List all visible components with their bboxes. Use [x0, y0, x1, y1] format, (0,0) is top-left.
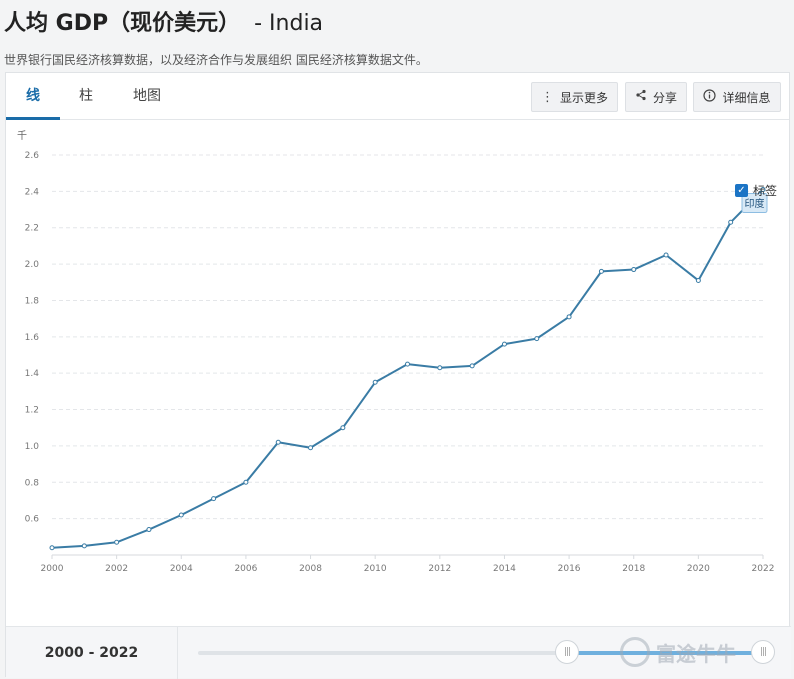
tab-map[interactable]: 地图: [133, 88, 161, 104]
data-point: [598, 268, 604, 274]
watermark: 富途牛牛: [620, 637, 736, 667]
data-point: [534, 336, 540, 342]
page-title: 人均 GDP（现价美元） - India: [4, 5, 323, 37]
data-point: [760, 187, 766, 193]
data-point: [114, 539, 120, 545]
data-point: [437, 365, 443, 371]
data-point: [501, 341, 507, 347]
series-line: [51, 188, 764, 549]
details-label: 详细信息: [722, 90, 771, 105]
tab-bar[interactable]: 柱: [79, 88, 93, 104]
data-point: [275, 439, 281, 445]
range-slider-fill: [567, 651, 755, 655]
y-tick-label: 2.0: [25, 260, 40, 270]
y-tick-label: 1.6: [25, 333, 40, 343]
labels-checkbox[interactable]: ✓: [735, 184, 748, 197]
range-slider-track[interactable]: [198, 651, 766, 655]
y-tick-label: 2.2: [25, 224, 39, 234]
info-icon: [703, 88, 717, 106]
range-label: 2000 - 2022: [6, 627, 178, 679]
chart-card: 线 柱 地图 ⋮ 显示更多 分享 详细信息 ✓ 标签 千 0.6 0.8 1.0 1.2…: [5, 72, 791, 679]
x-tick-label: 2020: [687, 564, 710, 574]
share-button[interactable]: 分享: [625, 82, 687, 112]
x-tick-label: 2008: [299, 564, 322, 574]
data-point: [81, 543, 87, 549]
x-tick-label: 2000: [41, 564, 64, 574]
x-tick-label: 2016: [558, 564, 581, 574]
x-tick-label: 2014: [493, 564, 516, 574]
data-point: [146, 527, 152, 533]
y-tick-label: 1.2: [25, 406, 39, 416]
y-tick-label: 1.8: [25, 296, 40, 306]
data-point: [340, 425, 346, 431]
range-start-handle[interactable]: |||: [555, 640, 579, 664]
data-point: [663, 252, 669, 258]
futu-logo-icon: [620, 637, 650, 667]
data-point: [695, 277, 701, 283]
series-end-label-box: [741, 193, 768, 214]
y-tick-label: 1.0: [25, 442, 40, 452]
x-tick-label: 2012: [428, 564, 451, 574]
show-more-label: 显示更多: [559, 90, 608, 105]
data-point: [372, 379, 378, 385]
country-name: - India: [254, 11, 324, 36]
range-end-handle[interactable]: |||: [751, 640, 775, 664]
x-tick-label: 2002: [105, 564, 128, 574]
data-point: [243, 479, 249, 485]
data-point: [178, 512, 184, 518]
details-button[interactable]: 详细信息: [693, 82, 781, 112]
data-point: [308, 445, 314, 451]
view-tabs: 线 柱 地图 ⋮ 显示更多 分享 详细信息: [6, 73, 789, 120]
x-tick-label: 2010: [364, 564, 387, 574]
chart-area: ✓ 标签 千 0.6 0.8 1.0 1.2 1.4 1.6 1.8 2.0 2.2 2.4 2.6 2…: [6, 121, 791, 626]
labels-toggle[interactable]: ✓ 标签: [735, 182, 777, 199]
data-point: [405, 361, 410, 367]
y-tick-label: 0.6: [25, 515, 40, 525]
show-more-button[interactable]: ⋮ 显示更多: [531, 82, 618, 112]
series-end-label: 印度: [745, 197, 765, 210]
x-tick-label: 2022: [752, 564, 775, 574]
indicator-title: 人均 GDP（现价美元）: [4, 11, 241, 36]
more-vertical-icon: ⋮: [540, 89, 554, 105]
y-tick-label: 2.6: [25, 151, 40, 161]
data-point: [469, 363, 475, 369]
source-note: 世界银行国民经济核算数据，以及经济合作与发展组织 国民经济核算数据文件。: [4, 53, 428, 67]
data-point: [49, 545, 55, 551]
page-header: 人均 GDP（现价美元） - India 世界银行国民经济核算数据，以及经济合作与…: [0, 0, 794, 72]
y-tick-label: 0.8: [25, 478, 40, 488]
x-tick-label: 2006: [234, 564, 257, 574]
line-chart: 千 0.6 0.8 1.0 1.2 1.4 1.6 1.8 2.0 2.2 2.4 2.6 2000 20…: [17, 130, 775, 574]
active-tab-indicator: [6, 117, 60, 120]
labels-toggle-label: 标签: [753, 184, 778, 198]
x-tick-label: 2004: [170, 564, 193, 574]
share-label: 分享: [652, 90, 677, 105]
y-unit-label: 千: [17, 130, 27, 142]
data-point: [211, 496, 217, 502]
y-tick-label: 1.4: [25, 369, 40, 379]
range-footer: 2000 - 2022 ||| ||| 富途牛牛: [6, 626, 791, 679]
share-icon: [635, 89, 647, 105]
data-point: [566, 314, 572, 320]
y-tick-label: 2.4: [25, 187, 40, 197]
x-tick-label: 2018: [622, 564, 645, 574]
data-point: [631, 267, 637, 273]
data-point: [728, 219, 734, 225]
watermark-text: 富途牛牛: [656, 641, 736, 666]
tab-line[interactable]: 线: [26, 88, 40, 104]
